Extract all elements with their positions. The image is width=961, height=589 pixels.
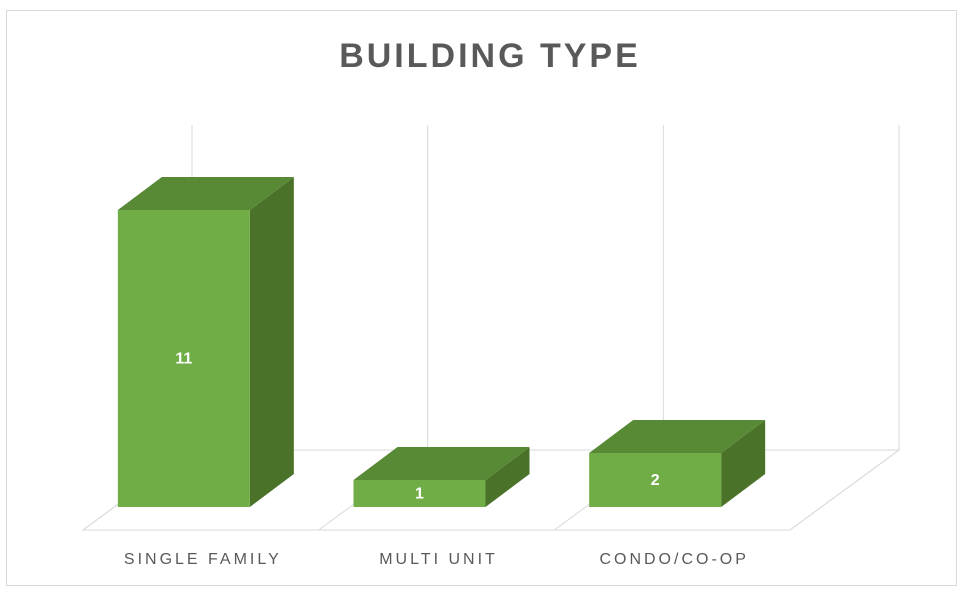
x-tick-label: CONDO/CO-OP bbox=[599, 551, 748, 568]
data-label: 11 bbox=[175, 351, 192, 368]
bar-side bbox=[249, 177, 294, 507]
data-label: 1 bbox=[415, 486, 424, 503]
floor-divider bbox=[789, 449, 900, 531]
chart-title: BUILDING TYPE bbox=[339, 37, 641, 75]
bar-top bbox=[353, 447, 530, 480]
bar-side bbox=[485, 447, 530, 507]
data-label: 2 bbox=[651, 472, 660, 489]
bar-side bbox=[721, 420, 766, 507]
x-tick-label: MULTI UNIT bbox=[379, 551, 498, 568]
x-tick-label: SINGLE FAMILY bbox=[124, 551, 282, 568]
bar bbox=[353, 480, 486, 507]
bar-top bbox=[589, 420, 766, 453]
bar-top bbox=[117, 177, 294, 210]
bar bbox=[589, 453, 722, 507]
bar bbox=[117, 210, 250, 507]
